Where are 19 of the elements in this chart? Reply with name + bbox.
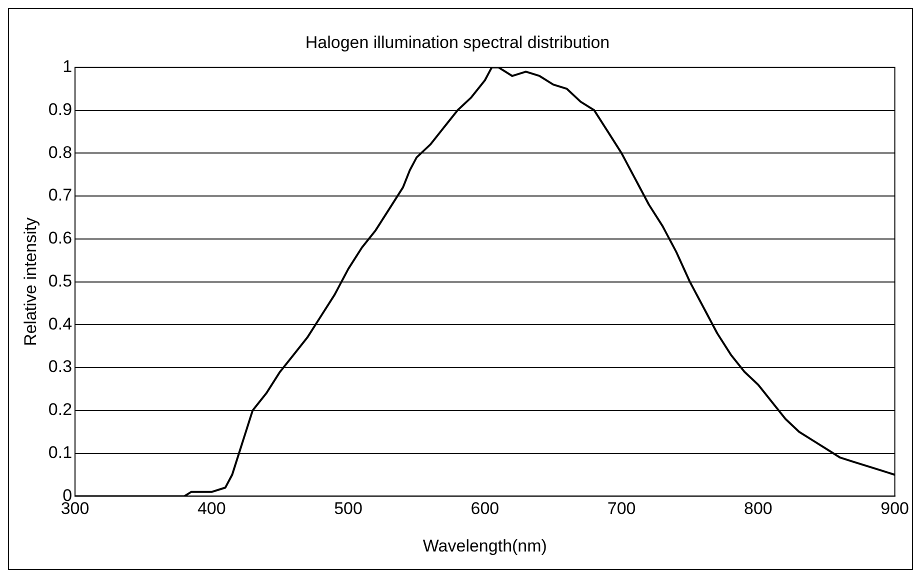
x-tick-label: 900	[880, 499, 910, 518]
y-tick-label: 0.7	[48, 186, 72, 205]
x-tick-label: 400	[197, 499, 226, 518]
y-tick-label: 0.3	[48, 357, 72, 376]
y-tick-label: 0.4	[48, 314, 72, 334]
x-axis-title: Wavelength(nm)	[422, 536, 547, 556]
x-tick-label: 600	[470, 499, 500, 518]
y-axis-title: Relative intensity	[20, 217, 40, 346]
chart-title: Halogen illumination spectral distribution	[305, 32, 610, 52]
x-tick-label: 800	[744, 499, 772, 518]
y-tick-label: 0.2	[48, 400, 72, 420]
y-tick-label: 0.5	[48, 271, 72, 290]
y-tick-label: 0.8	[48, 142, 72, 162]
y-tick-label: 0.1	[48, 443, 72, 462]
y-tick-label: 1	[62, 57, 72, 76]
y-tick-label: 0.6	[48, 228, 72, 248]
x-tick-label: 500	[334, 499, 362, 518]
y-tick-label: 0.9	[48, 100, 72, 119]
x-tick-label: 700	[607, 499, 636, 518]
